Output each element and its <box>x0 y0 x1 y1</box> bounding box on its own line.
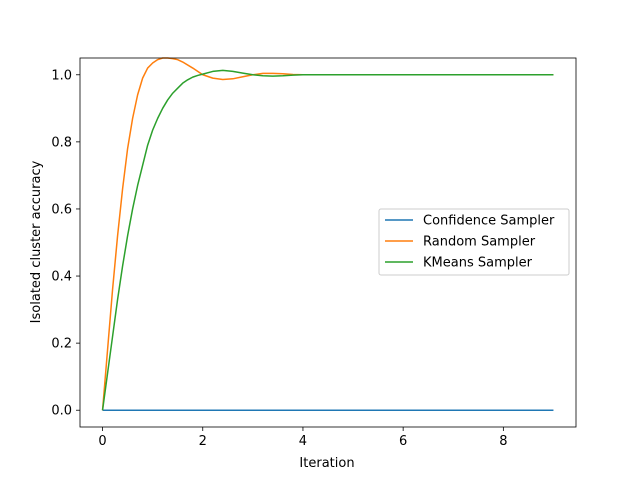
x-axis-title: Iteration <box>299 456 354 471</box>
legend-label-2: KMeans Sampler <box>423 256 533 271</box>
y-tick-label-4: 0.8 <box>51 135 72 150</box>
x-tick-label-0: 0 <box>98 434 106 449</box>
x-tick-label-4: 8 <box>499 434 507 449</box>
axes: 0 2 4 6 8 0.0 0.2 0.4 0.6 0.8 1.0 <box>51 57 577 449</box>
legend: Confidence Sampler Random Sampler KMeans S… <box>378 208 570 276</box>
plot-area <box>101 57 554 411</box>
x-tick-label-1: 2 <box>199 434 207 449</box>
y-tick-label-0: 0.0 <box>51 404 72 419</box>
x-tick-label-3: 6 <box>399 434 407 449</box>
x-tick-label-2: 4 <box>299 434 307 449</box>
legend-label-0: Confidence Sampler <box>423 214 555 229</box>
y-tick-label-2: 0.4 <box>51 270 72 285</box>
legend-label-1: Random Sampler <box>423 235 536 250</box>
axes-frame <box>79 57 577 428</box>
series-line-2 <box>101 69 554 411</box>
y-tick-label-5: 1.0 <box>51 68 72 83</box>
y-tick-label-1: 0.2 <box>51 337 72 352</box>
y-axis-title: Isolated cluster accuracy <box>29 160 44 323</box>
y-tick-label-3: 0.6 <box>51 202 72 217</box>
legend-box <box>378 208 570 276</box>
